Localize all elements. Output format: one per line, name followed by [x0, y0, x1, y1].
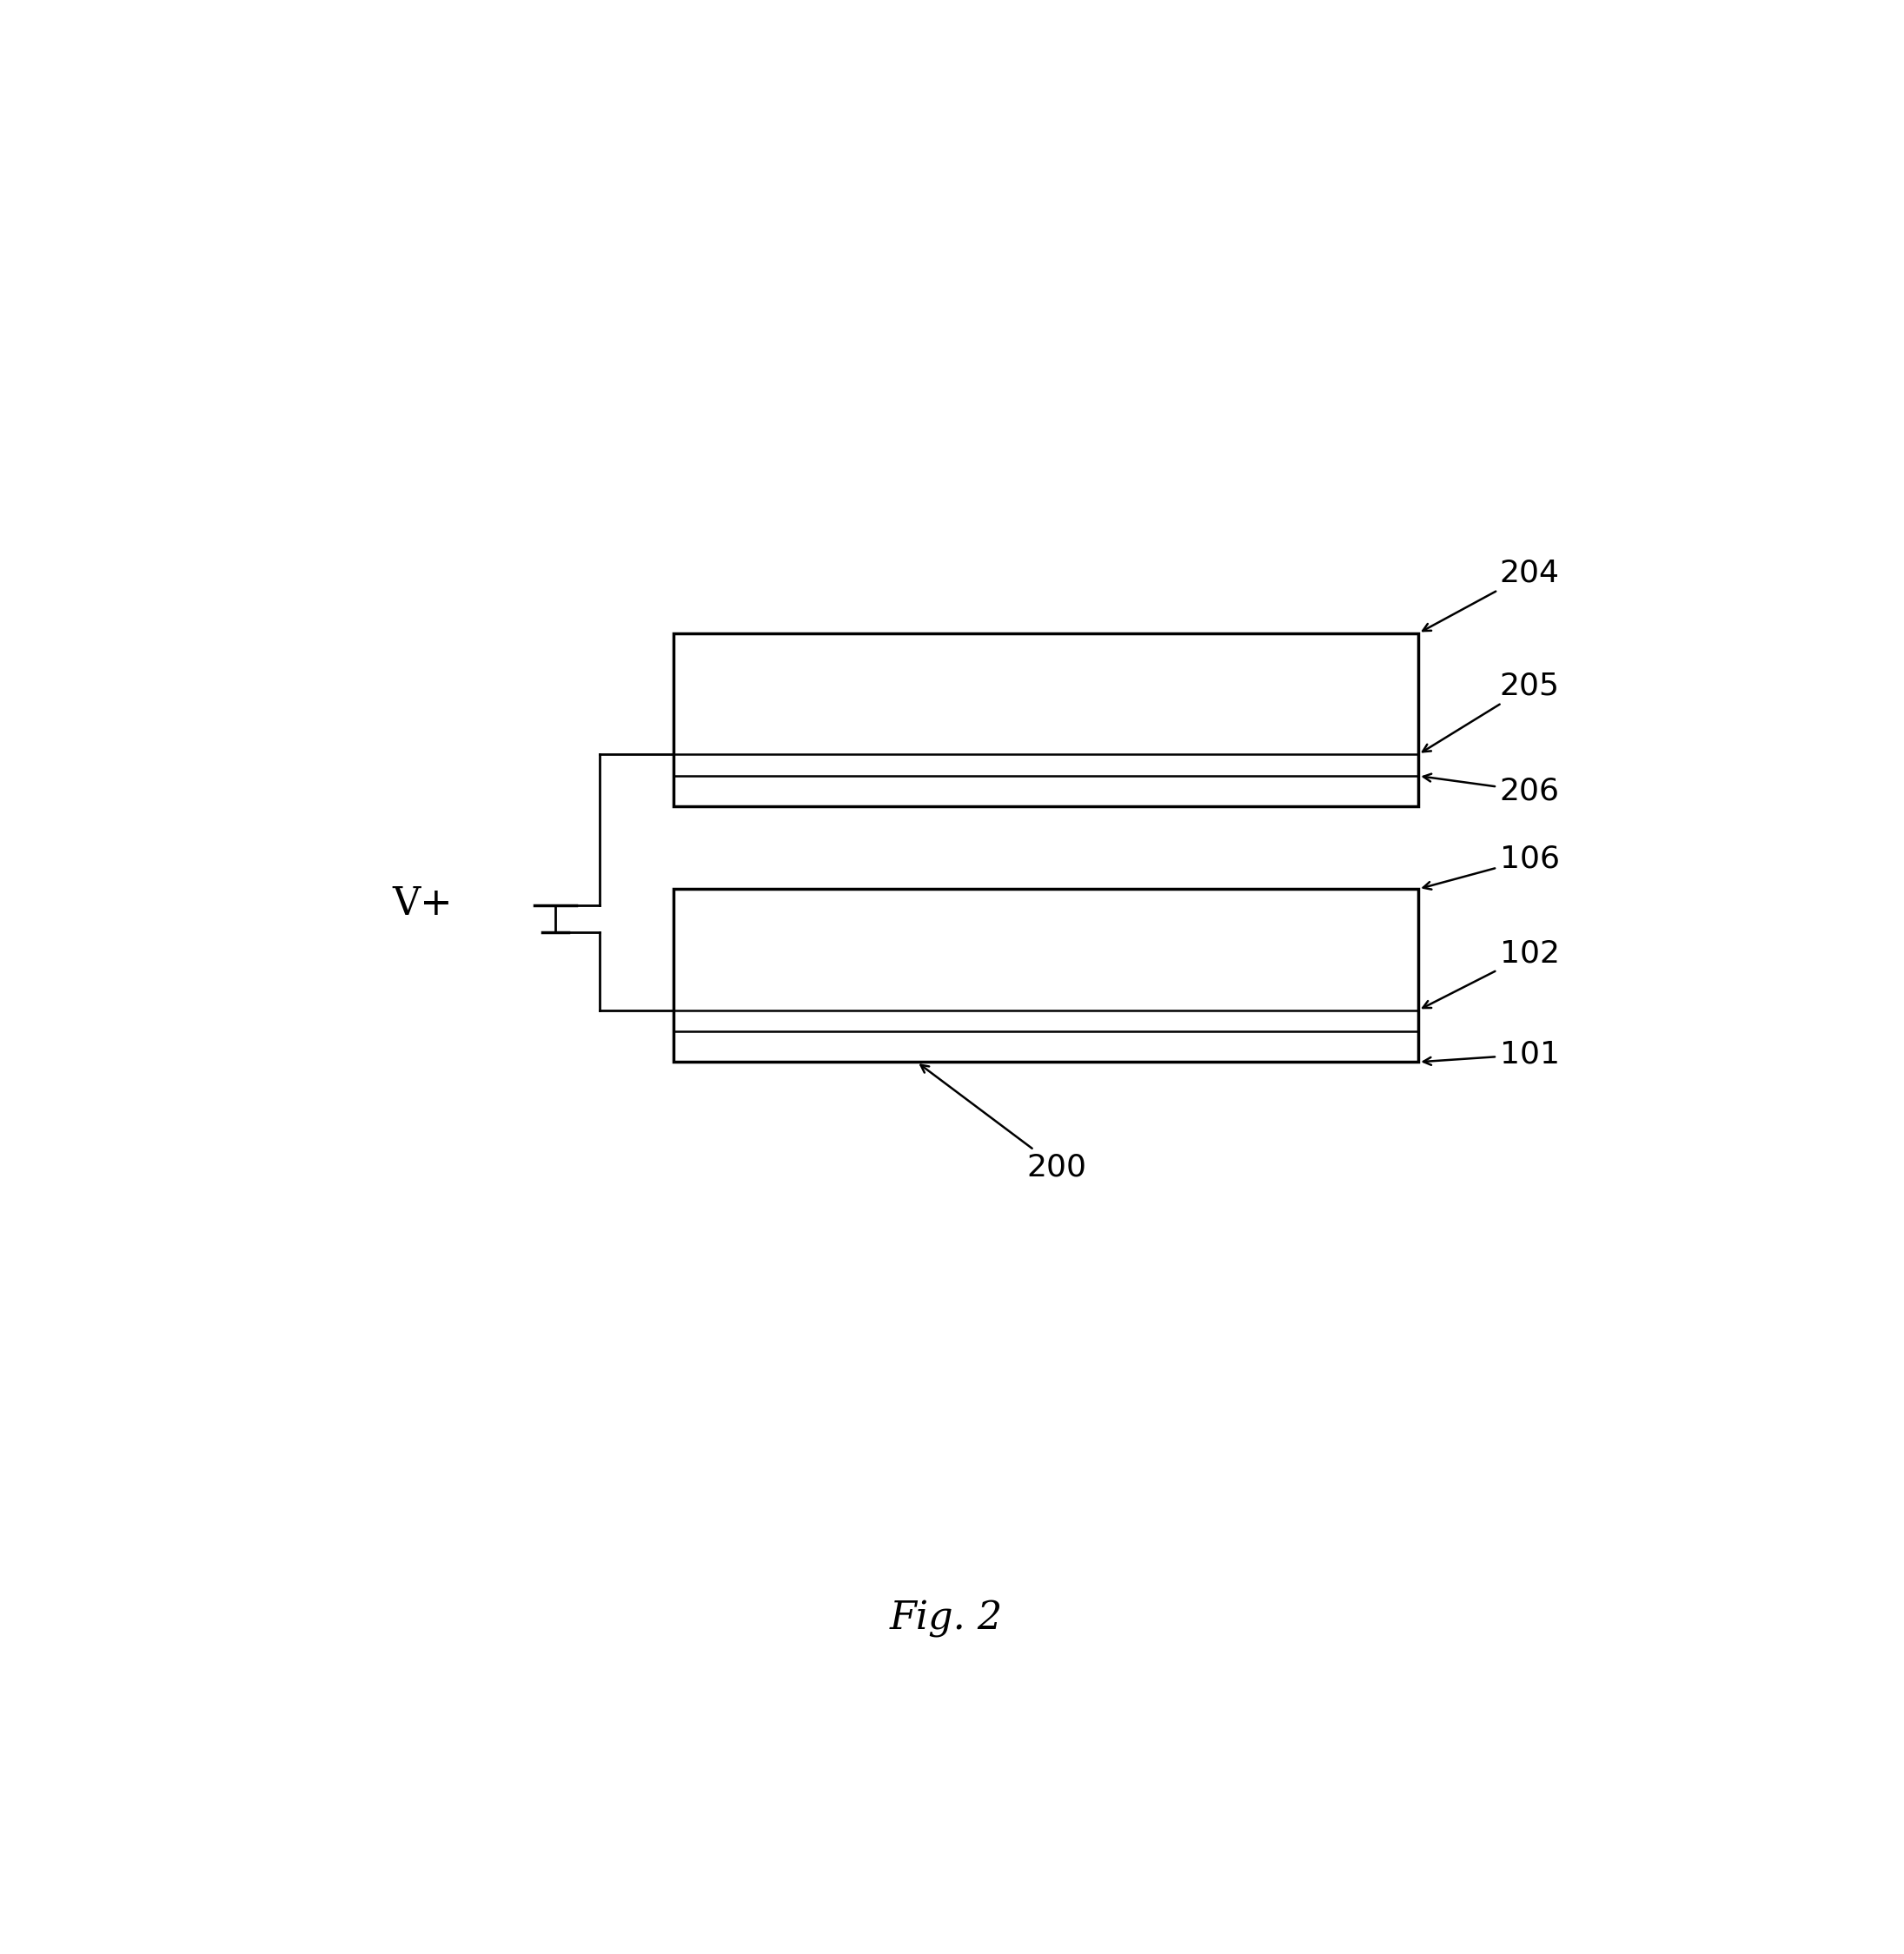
- Text: Fig. 2: Fig. 2: [889, 1600, 1003, 1637]
- Text: V+: V+: [392, 885, 453, 922]
- Text: 206: 206: [1424, 774, 1559, 805]
- Text: 106: 106: [1422, 844, 1559, 889]
- Text: 204: 204: [1422, 559, 1559, 631]
- Text: 102: 102: [1422, 940, 1559, 1008]
- Bar: [674, 633, 1418, 807]
- Text: 200: 200: [922, 1065, 1087, 1182]
- Text: 101: 101: [1424, 1040, 1559, 1069]
- Text: 205: 205: [1422, 670, 1559, 752]
- Bar: [674, 889, 1418, 1063]
